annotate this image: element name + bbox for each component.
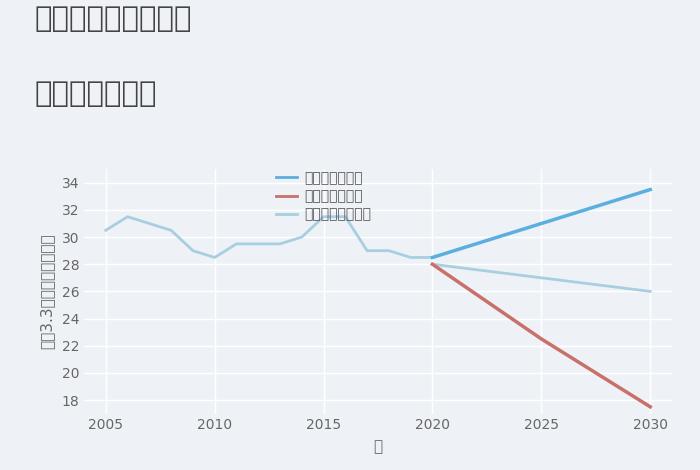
Text: 千葉県市原市不入の: 千葉県市原市不入の: [35, 5, 193, 33]
X-axis label: 年: 年: [373, 439, 383, 454]
Text: 土地の価格推移: 土地の価格推移: [35, 80, 158, 108]
Y-axis label: 坪（3.3㎡）単価（万円）: 坪（3.3㎡）単価（万円）: [39, 234, 55, 349]
Legend: グッドシナリオ, バッドシナリオ, ノーマルシナリオ: グッドシナリオ, バッドシナリオ, ノーマルシナリオ: [276, 171, 371, 221]
